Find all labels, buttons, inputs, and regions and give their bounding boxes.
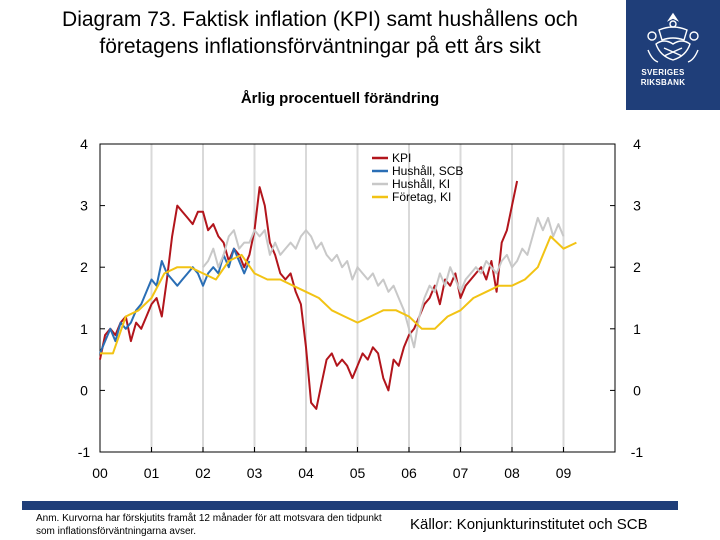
y-tick-label-left: 2	[80, 259, 88, 275]
y-tick-label-right: 2	[633, 259, 641, 275]
y-tick-label-left: -1	[78, 444, 91, 460]
page-title: Diagram 73. Faktisk inflation (KPI) samt…	[62, 8, 578, 58]
y-tick-label-right: 3	[633, 198, 641, 214]
legend-label: Hushåll, SCB	[392, 164, 463, 178]
footnote: Anm. Kurvorna har förskjutits framåt 12 …	[36, 513, 382, 537]
y-tick-label-right: -1	[631, 444, 644, 460]
x-tick-label: 00	[92, 465, 108, 481]
x-tick-label: 06	[401, 465, 417, 481]
x-tick-label: 05	[350, 465, 366, 481]
series-line-3	[100, 235, 577, 355]
x-tick-label: 09	[556, 465, 572, 481]
logo-text: SVERIGES RIKSBANK	[640, 68, 686, 87]
axis-ticks: 00 01 02 03 04 05 06 07 08 09-1 -10 01 12 23 34 4	[78, 136, 644, 481]
x-tick-label: 01	[144, 465, 160, 481]
source-label: Källor: Konjunkturinstitutet och SCB	[410, 516, 648, 533]
x-tick-label: 04	[298, 465, 314, 481]
series-layer	[99, 180, 577, 410]
x-tick-label: 07	[453, 465, 469, 481]
series-line-2	[202, 216, 565, 349]
y-tick-label-right: 0	[633, 382, 641, 398]
x-tick-label: 03	[247, 465, 263, 481]
riksbank-emblem-icon	[647, 12, 699, 63]
footer-bar	[22, 501, 678, 510]
y-tick-label-right: 1	[633, 321, 641, 337]
legend-label: KPI	[392, 151, 411, 165]
x-tick-label: 02	[195, 465, 211, 481]
legend-label: Hushåll, KI	[392, 177, 450, 191]
y-tick-label-left: 0	[80, 382, 88, 398]
riksbank-logo: SVERIGES RIKSBANK	[626, 0, 720, 110]
chart-grid	[150, 144, 565, 452]
x-tick-label: 08	[504, 465, 520, 481]
y-tick-label-left: 1	[80, 321, 88, 337]
y-tick-label-left: 3	[80, 198, 88, 214]
chart-subtitle: Årlig procentuell förändring	[240, 90, 440, 107]
series-line-1	[99, 247, 251, 354]
y-tick-label-right: 4	[633, 136, 641, 152]
y-tick-label-left: 4	[80, 136, 88, 152]
legend-label: Företag, KI	[392, 190, 451, 204]
series-line-0	[99, 180, 519, 410]
